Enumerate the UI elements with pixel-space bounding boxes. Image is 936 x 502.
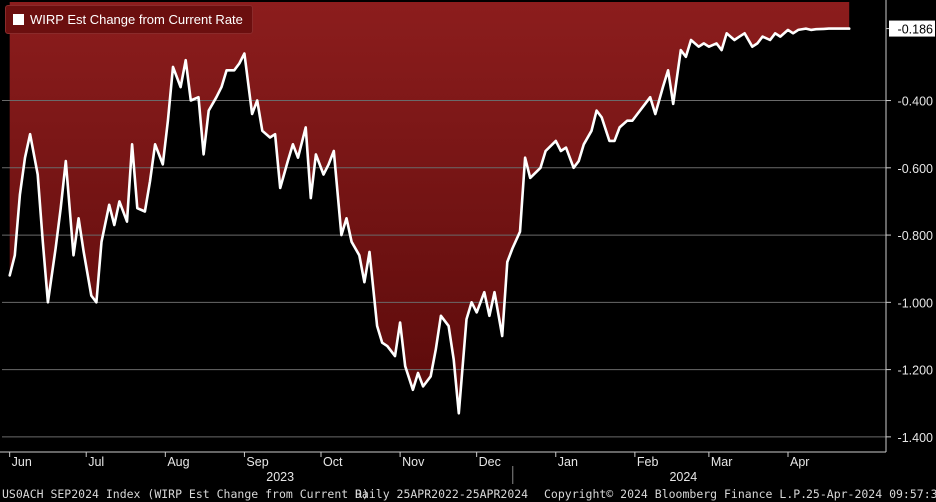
grid-lines xyxy=(2,100,886,438)
x-month-label: Nov xyxy=(402,455,425,469)
footer-timestamp: 25-Apr-2024 09:57:31 xyxy=(806,487,936,501)
x-month-label: Jan xyxy=(558,455,578,469)
y-tick-label: -1.000 xyxy=(898,296,933,310)
y-tick-label: -1.200 xyxy=(898,364,933,378)
x-month-label: Oct xyxy=(323,455,343,469)
x-month-label: Mar xyxy=(711,455,733,469)
x-month-label: Jun xyxy=(12,455,32,469)
legend-swatch-icon xyxy=(13,14,24,25)
y-tick-label: -0.400 xyxy=(898,95,933,109)
x-month-label: Dec xyxy=(479,455,501,469)
y-tick-label: -1.400 xyxy=(898,431,933,445)
x-month-label: Feb xyxy=(637,455,659,469)
y-tick-label: -0.800 xyxy=(898,229,933,243)
x-year-label: 2024 xyxy=(669,470,697,484)
x-month-label: Sep xyxy=(246,455,268,469)
last-value-label: -0.186 xyxy=(898,23,933,37)
series-line xyxy=(8,27,851,415)
footer-range: Daily 25APR2022-25APR2024 xyxy=(355,487,529,501)
legend: WIRP Est Change from Current Rate xyxy=(5,5,253,34)
legend-label: WIRP Est Change from Current Rate xyxy=(30,12,243,27)
x-month-label: Aug xyxy=(167,455,189,469)
area-fill xyxy=(9,2,850,414)
x-month-label: Jul xyxy=(88,455,104,469)
footer-copyright: Copyright© 2024 Bloomberg Finance L.P. xyxy=(544,487,808,501)
footer-bar: US0ACH SEP2024 Index (WIRP Est Change fr… xyxy=(0,486,936,502)
axes: -0.400 -0.600 -0.800 -1.000 -1.200 -1.400 Jun J… xyxy=(0,0,935,484)
last-value-badge xyxy=(889,20,935,37)
footer-ticker: US0ACH SEP2024 Index (WIRP Est Change fr… xyxy=(2,487,369,501)
y-tick-label: -0.600 xyxy=(898,162,933,176)
x-month-label: Apr xyxy=(790,455,809,469)
x-year-label: 2023 xyxy=(266,470,294,484)
